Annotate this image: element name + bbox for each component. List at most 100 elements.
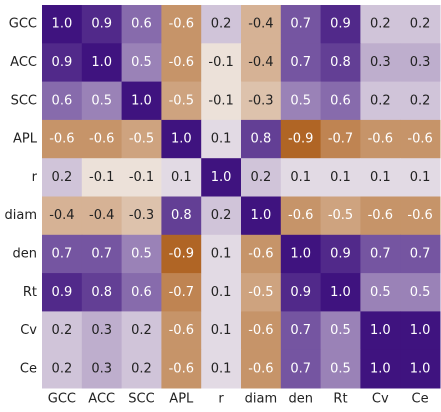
cell — [201, 273, 242, 312]
cell-label: -0.6 — [169, 17, 194, 32]
cell-label: 0.9 — [290, 285, 311, 300]
cell-label: -0.6 — [248, 246, 273, 261]
cell-label: 0.1 — [211, 323, 232, 338]
x-tick-label: Cv — [372, 392, 389, 407]
cell — [320, 81, 361, 121]
cell — [42, 349, 83, 389]
cell — [241, 273, 282, 312]
cell-label: 0.2 — [211, 208, 232, 223]
cell-label: -0.6 — [248, 361, 273, 376]
cell-label: 0.7 — [410, 246, 431, 261]
cell — [161, 311, 202, 351]
cell-label: 0.6 — [131, 285, 152, 300]
cell — [400, 311, 441, 351]
cell-label: -0.6 — [407, 132, 432, 147]
cell — [121, 273, 162, 312]
cell-label: 1.0 — [370, 361, 391, 376]
cell-label: -0.6 — [368, 208, 393, 223]
cell — [121, 43, 162, 83]
cell — [161, 349, 202, 389]
cell — [121, 158, 162, 197]
cell-label: -0.6 — [169, 361, 194, 376]
cell-label: 0.1 — [370, 170, 391, 185]
cell-label: 0.5 — [410, 285, 431, 300]
cell — [360, 196, 401, 236]
x-tick-label: APL — [169, 392, 194, 407]
cell-label: 0.8 — [91, 285, 112, 300]
cell-label: 0.9 — [52, 55, 73, 70]
cell — [320, 119, 361, 159]
cell — [360, 5, 401, 44]
cell-label: 0.9 — [330, 246, 351, 261]
cell — [121, 196, 162, 236]
cell-label: 0.8 — [171, 208, 192, 223]
x-tick-label: ACC — [88, 392, 115, 407]
cell-label: 0.2 — [52, 323, 73, 338]
cell-label: 0.9 — [330, 17, 351, 32]
cell — [161, 158, 202, 197]
y-tick-label: diam — [5, 208, 38, 223]
cell-label: -0.9 — [288, 132, 313, 147]
cell — [81, 5, 123, 44]
cell-label: -0.3 — [129, 208, 154, 223]
cell — [42, 196, 83, 236]
cell-label: 0.6 — [52, 93, 73, 108]
cell — [280, 349, 322, 389]
cell-label: 1.0 — [211, 170, 232, 185]
cell — [42, 81, 83, 121]
cell-label: 0.2 — [211, 17, 232, 32]
cell — [42, 43, 83, 83]
cell-label: 0.3 — [91, 361, 112, 376]
cell-label: 0.1 — [410, 170, 431, 185]
cell — [121, 349, 162, 389]
cell — [320, 196, 361, 236]
cell-label: 0.5 — [131, 55, 152, 70]
cell-label: -0.6 — [49, 132, 74, 147]
cell-label: 0.8 — [251, 132, 272, 147]
cell — [81, 196, 123, 236]
cell — [201, 81, 242, 121]
cell — [201, 349, 242, 389]
cell-label: 1.0 — [171, 132, 192, 147]
cell-label: 0.5 — [91, 93, 112, 108]
cell — [161, 273, 202, 312]
cell — [360, 81, 401, 121]
cell — [360, 311, 401, 351]
cell-label: -0.9 — [169, 246, 194, 261]
cell — [320, 311, 361, 351]
cell — [280, 311, 322, 351]
cell — [161, 119, 202, 159]
cell-label: 0.2 — [251, 170, 272, 185]
x-tick-label: Ce — [412, 392, 429, 407]
cell-label: -0.3 — [248, 93, 273, 108]
cell — [201, 196, 242, 236]
cell — [400, 43, 441, 83]
cell — [241, 349, 282, 389]
cell — [241, 5, 282, 44]
cell — [201, 234, 242, 274]
cell — [280, 119, 322, 159]
cell-label: 0.3 — [91, 323, 112, 338]
cell-label: -0.6 — [368, 132, 393, 147]
cell-label: 0.2 — [52, 170, 73, 185]
cell — [161, 43, 202, 83]
cell — [81, 43, 123, 83]
cell-label: 1.0 — [290, 246, 311, 261]
cell-label: 0.7 — [52, 246, 73, 261]
cell-label: -0.6 — [248, 323, 273, 338]
cell — [360, 158, 401, 197]
cell-label: 0.7 — [370, 246, 391, 261]
cell-label: 0.3 — [370, 55, 391, 70]
x-tick-label: Rt — [333, 392, 347, 407]
cell-label: 0.2 — [370, 93, 391, 108]
y-tick-label: SCC — [11, 93, 37, 108]
cell — [121, 311, 162, 351]
cell — [280, 43, 322, 83]
cell-label: -0.4 — [248, 17, 273, 32]
cell-label: 0.9 — [52, 285, 73, 300]
cell-label: -0.6 — [169, 55, 194, 70]
cell-label: -0.6 — [288, 208, 313, 223]
cell — [161, 81, 202, 121]
x-tick-label: SCC — [128, 392, 154, 407]
cell-label: 0.1 — [171, 170, 192, 185]
